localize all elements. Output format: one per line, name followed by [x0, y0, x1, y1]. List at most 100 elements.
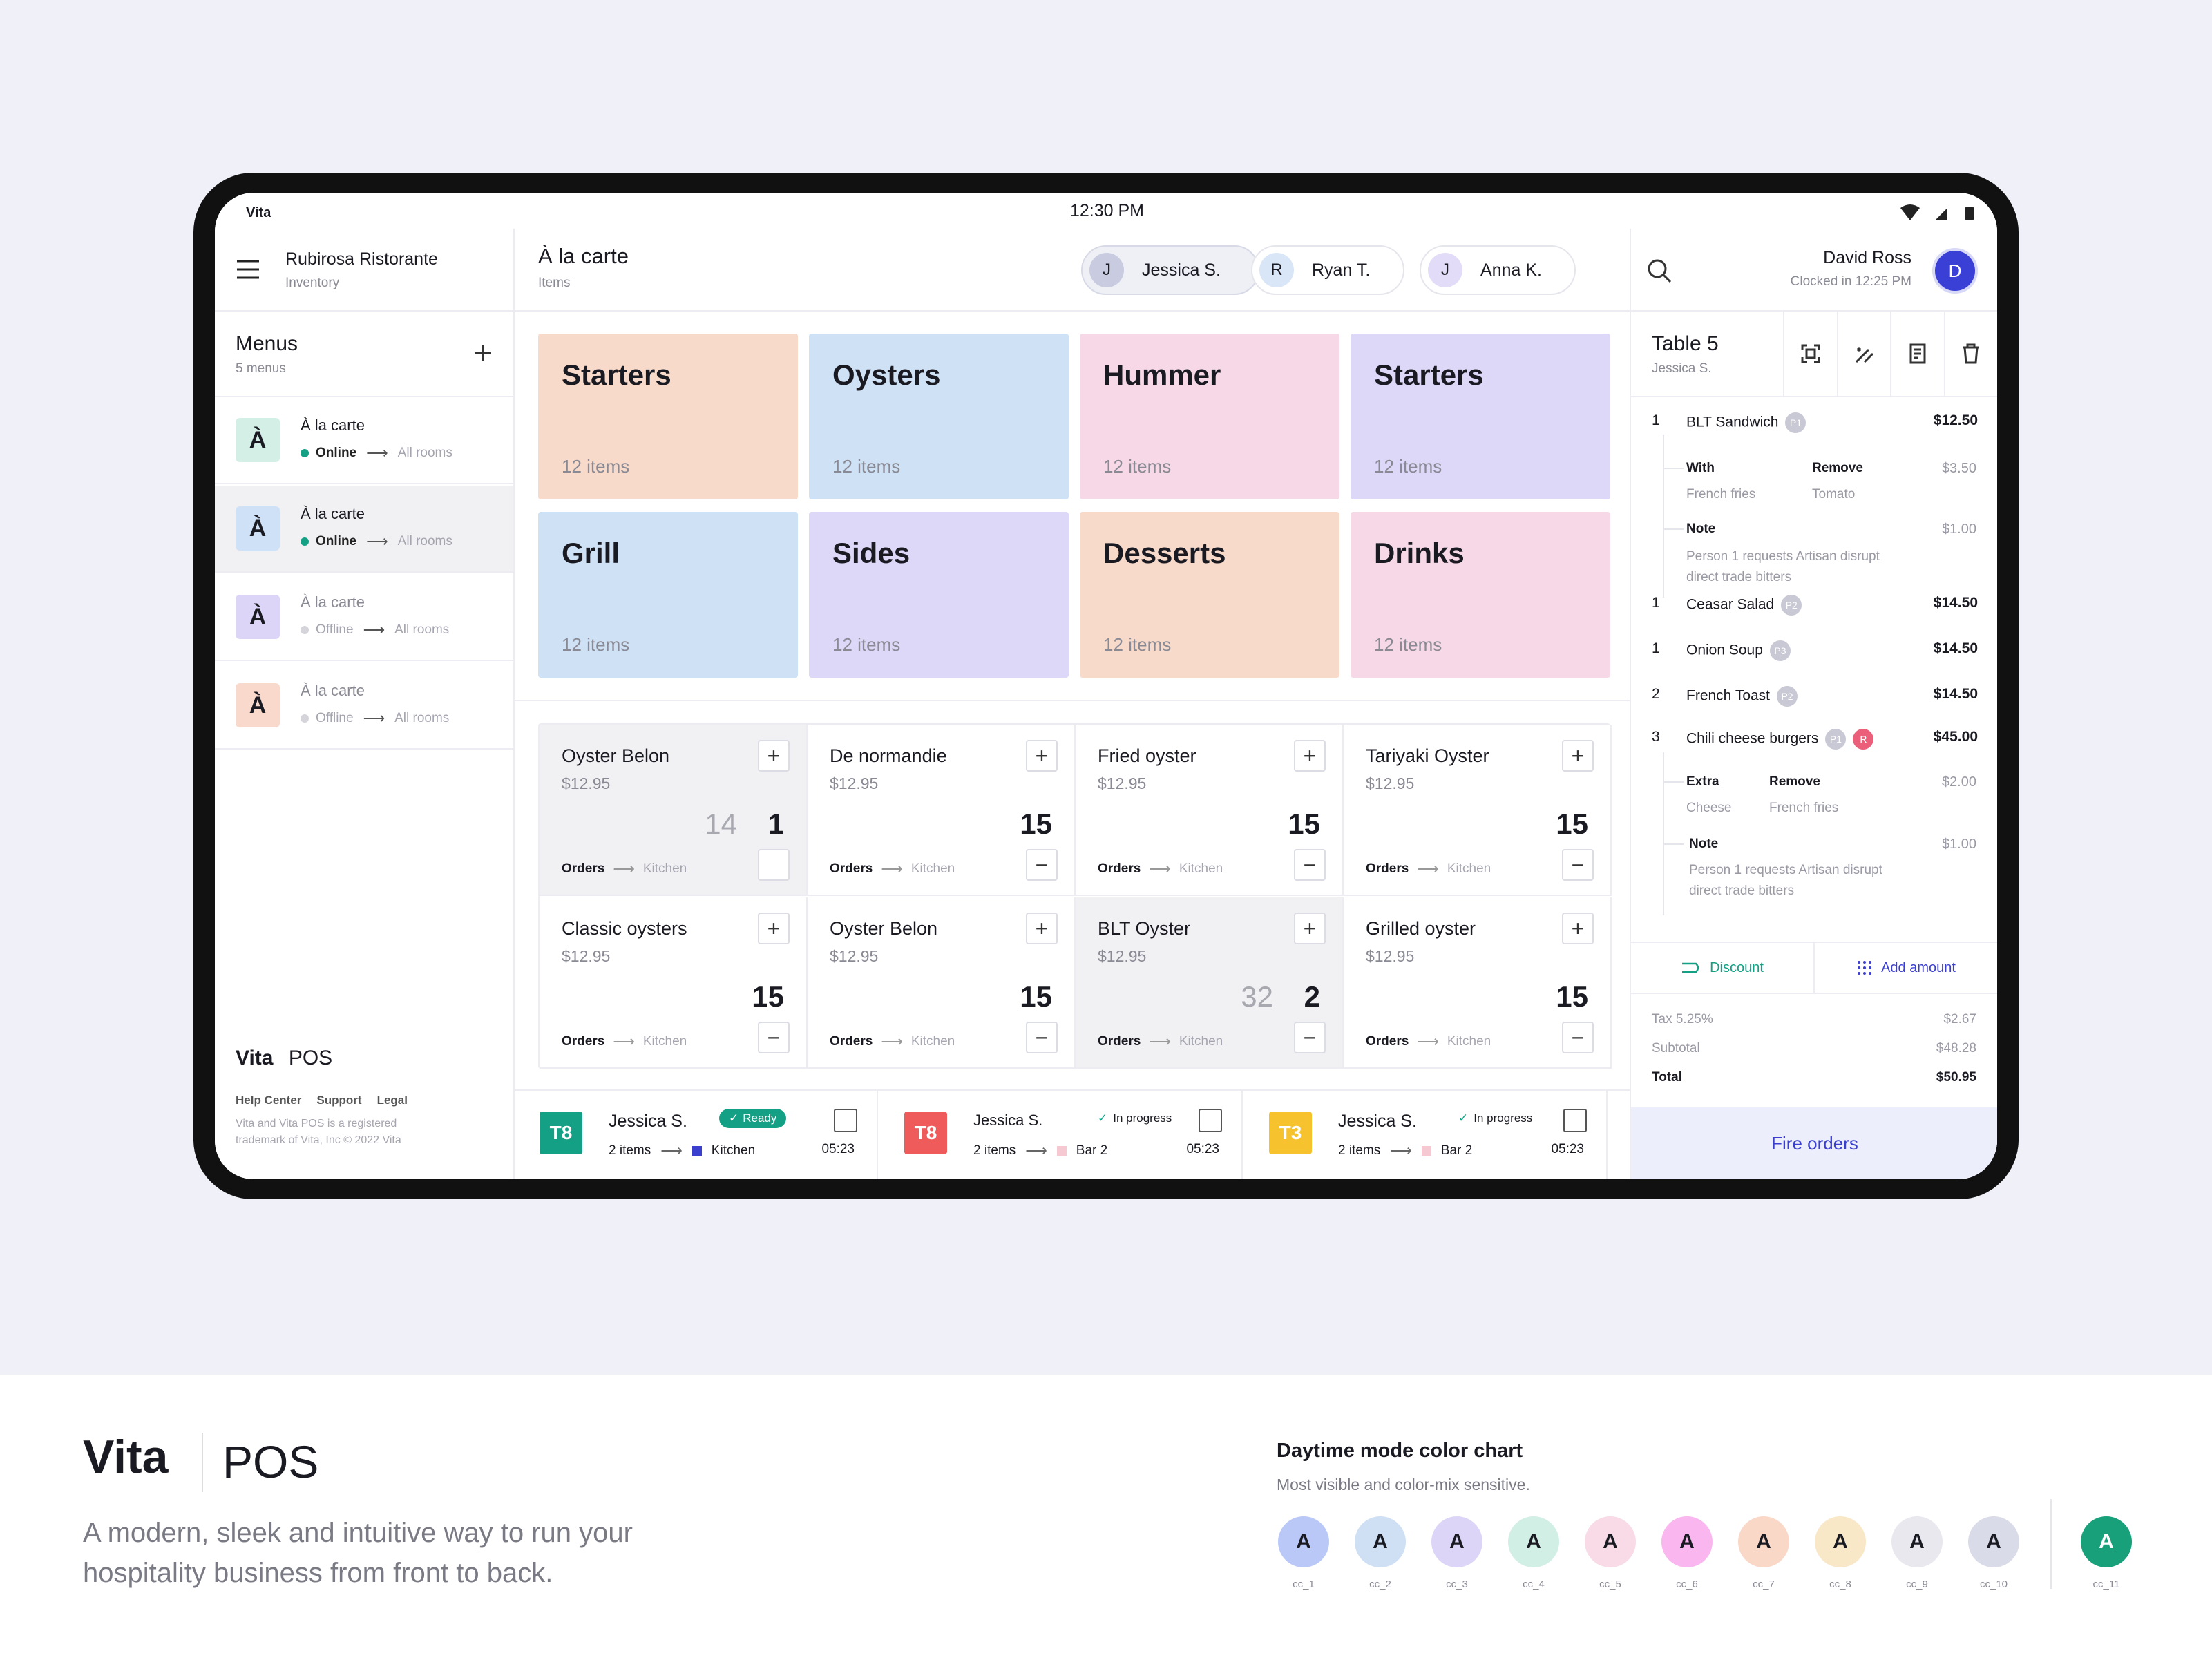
fire-orders-button[interactable]: Fire orders [1631, 1107, 1997, 1179]
decrement-button[interactable]: − [758, 1022, 790, 1053]
increment-button[interactable]: + [1026, 740, 1058, 772]
help-center-link[interactable]: Help Center [236, 1094, 302, 1107]
category-tile[interactable]: Starters 12 items [1351, 334, 1610, 499]
decrement-button[interactable]: − [1294, 1022, 1326, 1053]
staff-chip[interactable]: J Jessica S. [1081, 245, 1259, 295]
increment-button[interactable]: + [1026, 913, 1058, 944]
color-swatch: A [1431, 1516, 1482, 1567]
staff-avatar: J [1089, 253, 1124, 287]
increment-button[interactable]: + [1294, 913, 1326, 944]
category-name: Starters [562, 359, 671, 391]
add-menu-icon[interactable] [473, 343, 493, 363]
decrement-button[interactable]: − [1294, 849, 1326, 881]
receipt-button[interactable] [1890, 312, 1944, 396]
check-icon: ✓ [1458, 1112, 1469, 1125]
item-price: $12.95 [562, 947, 611, 965]
modifier-tick [1663, 781, 1684, 783]
hamburger-icon[interactable] [236, 259, 260, 280]
kitchen-label: Kitchen [1447, 1034, 1491, 1049]
decrement-button[interactable]: − [1562, 1022, 1594, 1053]
item-quantity: 1 [767, 808, 784, 840]
scan-button[interactable] [1783, 312, 1837, 396]
footer-divider [202, 1433, 203, 1492]
dest-color-square [692, 1146, 702, 1156]
arrow-right-icon: ⟶ [1417, 860, 1439, 877]
scan-icon[interactable] [1563, 1109, 1587, 1132]
menu-item[interactable]: À À la carte Online ⟶ All rooms [215, 397, 513, 484]
delete-button[interactable] [1943, 312, 1998, 396]
staff-chip[interactable]: R Ryan T. [1251, 245, 1404, 295]
item-card[interactable]: Oyster Belon $12.95 14 1 Orders ⟶ Kitchen + [540, 725, 808, 896]
category-tile[interactable]: Starters 12 items [538, 334, 798, 499]
note-text-line: direct trade bitters [1689, 884, 1795, 898]
increment-button[interactable]: + [758, 913, 790, 944]
orders-label: Orders [1098, 1034, 1141, 1049]
support-link[interactable]: Support [316, 1094, 362, 1107]
keypad-icon [1858, 961, 1872, 975]
category-count: 12 items [1374, 634, 1442, 655]
decrement-button[interactable]: − [1026, 849, 1058, 881]
add-amount-label: Add amount [1881, 960, 1956, 975]
rooms-text: All rooms [394, 622, 450, 637]
category-tile[interactable]: Grill 12 items [538, 512, 798, 678]
ticket-card[interactable]: T8 Jessica S. 2 items ⟶ Bar 2 05:23 ✓ In progre… [879, 1091, 1243, 1179]
item-card[interactable]: Oyster Belon $12.95 15 Orders ⟶ Kitchen + − [808, 897, 1076, 1069]
item-price: $12.95 [1098, 774, 1147, 792]
discount-button[interactable]: Discount [1631, 943, 1815, 993]
item-price: $12.95 [562, 774, 611, 792]
category-tile[interactable]: Hummer 12 items [1080, 334, 1339, 499]
item-name: BLT Oyster [1098, 918, 1191, 939]
legal-line-2: trademark of Vita, Inc © 2022 Vita [236, 1134, 401, 1146]
item-quantity: 15 [752, 980, 784, 1013]
orders-label: Orders [1366, 1034, 1409, 1049]
legal-link[interactable]: Legal [376, 1094, 408, 1107]
ticket-card[interactable]: T3 Jessica S. 2 items ⟶ Bar 2 05:23 ✓ In progre… [1244, 1091, 1608, 1179]
magic-button[interactable] [1836, 312, 1891, 396]
staff-chip[interactable]: J Anna K. [1420, 245, 1576, 295]
item-card[interactable]: De normandie $12.95 15 Orders ⟶ Kitchen + − [808, 725, 1076, 896]
person-chip: P1 [1785, 412, 1806, 433]
menu-item[interactable]: À À la carte Offline ⟶ All rooms [215, 574, 513, 661]
decrement-button[interactable] [758, 849, 790, 881]
increment-button[interactable]: + [1562, 740, 1594, 772]
arrow-right-icon: ⟶ [1149, 1033, 1171, 1050]
scan-icon[interactable] [834, 1109, 857, 1132]
increment-button[interactable]: + [1294, 740, 1326, 772]
item-card[interactable]: Fried oyster $12.95 15 Orders ⟶ Kitchen + − [1076, 725, 1344, 896]
modifier-value: Cheese [1686, 801, 1732, 815]
add-amount-button[interactable]: Add amount [1815, 943, 1997, 993]
item-card[interactable]: Classic oysters $12.95 15 Orders ⟶ Kitchen + − [540, 897, 808, 1069]
category-tile[interactable]: Drinks 12 items [1351, 512, 1610, 678]
search-icon[interactable] [1646, 258, 1672, 284]
ticket-name: Jessica S. [1338, 1112, 1417, 1131]
arrow-right-icon: ⟶ [1149, 860, 1171, 877]
item-quantity: 15 [1556, 980, 1588, 1013]
ticket-card[interactable]: T8 Jessica S. 2 items ⟶ Kitchen 05:23 ✓ Ready [515, 1091, 878, 1179]
arrow-right-icon: ⟶ [366, 533, 388, 550]
scan-icon[interactable] [1199, 1109, 1222, 1132]
category-tile[interactable]: Sides 12 items [809, 512, 1069, 678]
decrement-button[interactable]: − [1026, 1022, 1058, 1053]
menu-item[interactable]: À À la carte Offline ⟶ All rooms [215, 662, 513, 750]
brand-name: Vita [236, 1047, 274, 1069]
orders-label: Orders [830, 1034, 873, 1049]
menu-avatar: À [236, 683, 280, 727]
item-card[interactable]: BLT Oyster $12.95 32 2 Orders ⟶ Kitchen + − [1076, 897, 1344, 1069]
orders-label: Orders [830, 861, 873, 876]
increment-button[interactable]: + [1562, 913, 1594, 944]
decrement-button[interactable]: − [1562, 849, 1594, 881]
discount-label: Discount [1710, 960, 1764, 975]
menus-count: 5 menus [236, 361, 286, 376]
menus-title: Menus [236, 332, 298, 355]
category-tile[interactable]: Desserts 12 items [1080, 512, 1339, 678]
category-tile[interactable]: Oysters 12 items [809, 334, 1069, 499]
item-card[interactable]: Tariyaki Oyster $12.95 15 Orders ⟶ Kitchen + − [1344, 725, 1612, 896]
battery-icon [1965, 207, 1974, 220]
item-card[interactable]: Grilled oyster $12.95 15 Orders ⟶ Kitchen + − [1344, 897, 1612, 1069]
order-name: Onion Soup [1686, 642, 1763, 658]
increment-button[interactable]: + [758, 740, 790, 772]
menu-item[interactable]: À À la carte Online ⟶ All rooms [215, 486, 513, 573]
color-swatch: A [1278, 1516, 1329, 1567]
avatar[interactable]: D [1932, 248, 1978, 294]
item-route: Orders ⟶ Kitchen [1098, 860, 1223, 878]
